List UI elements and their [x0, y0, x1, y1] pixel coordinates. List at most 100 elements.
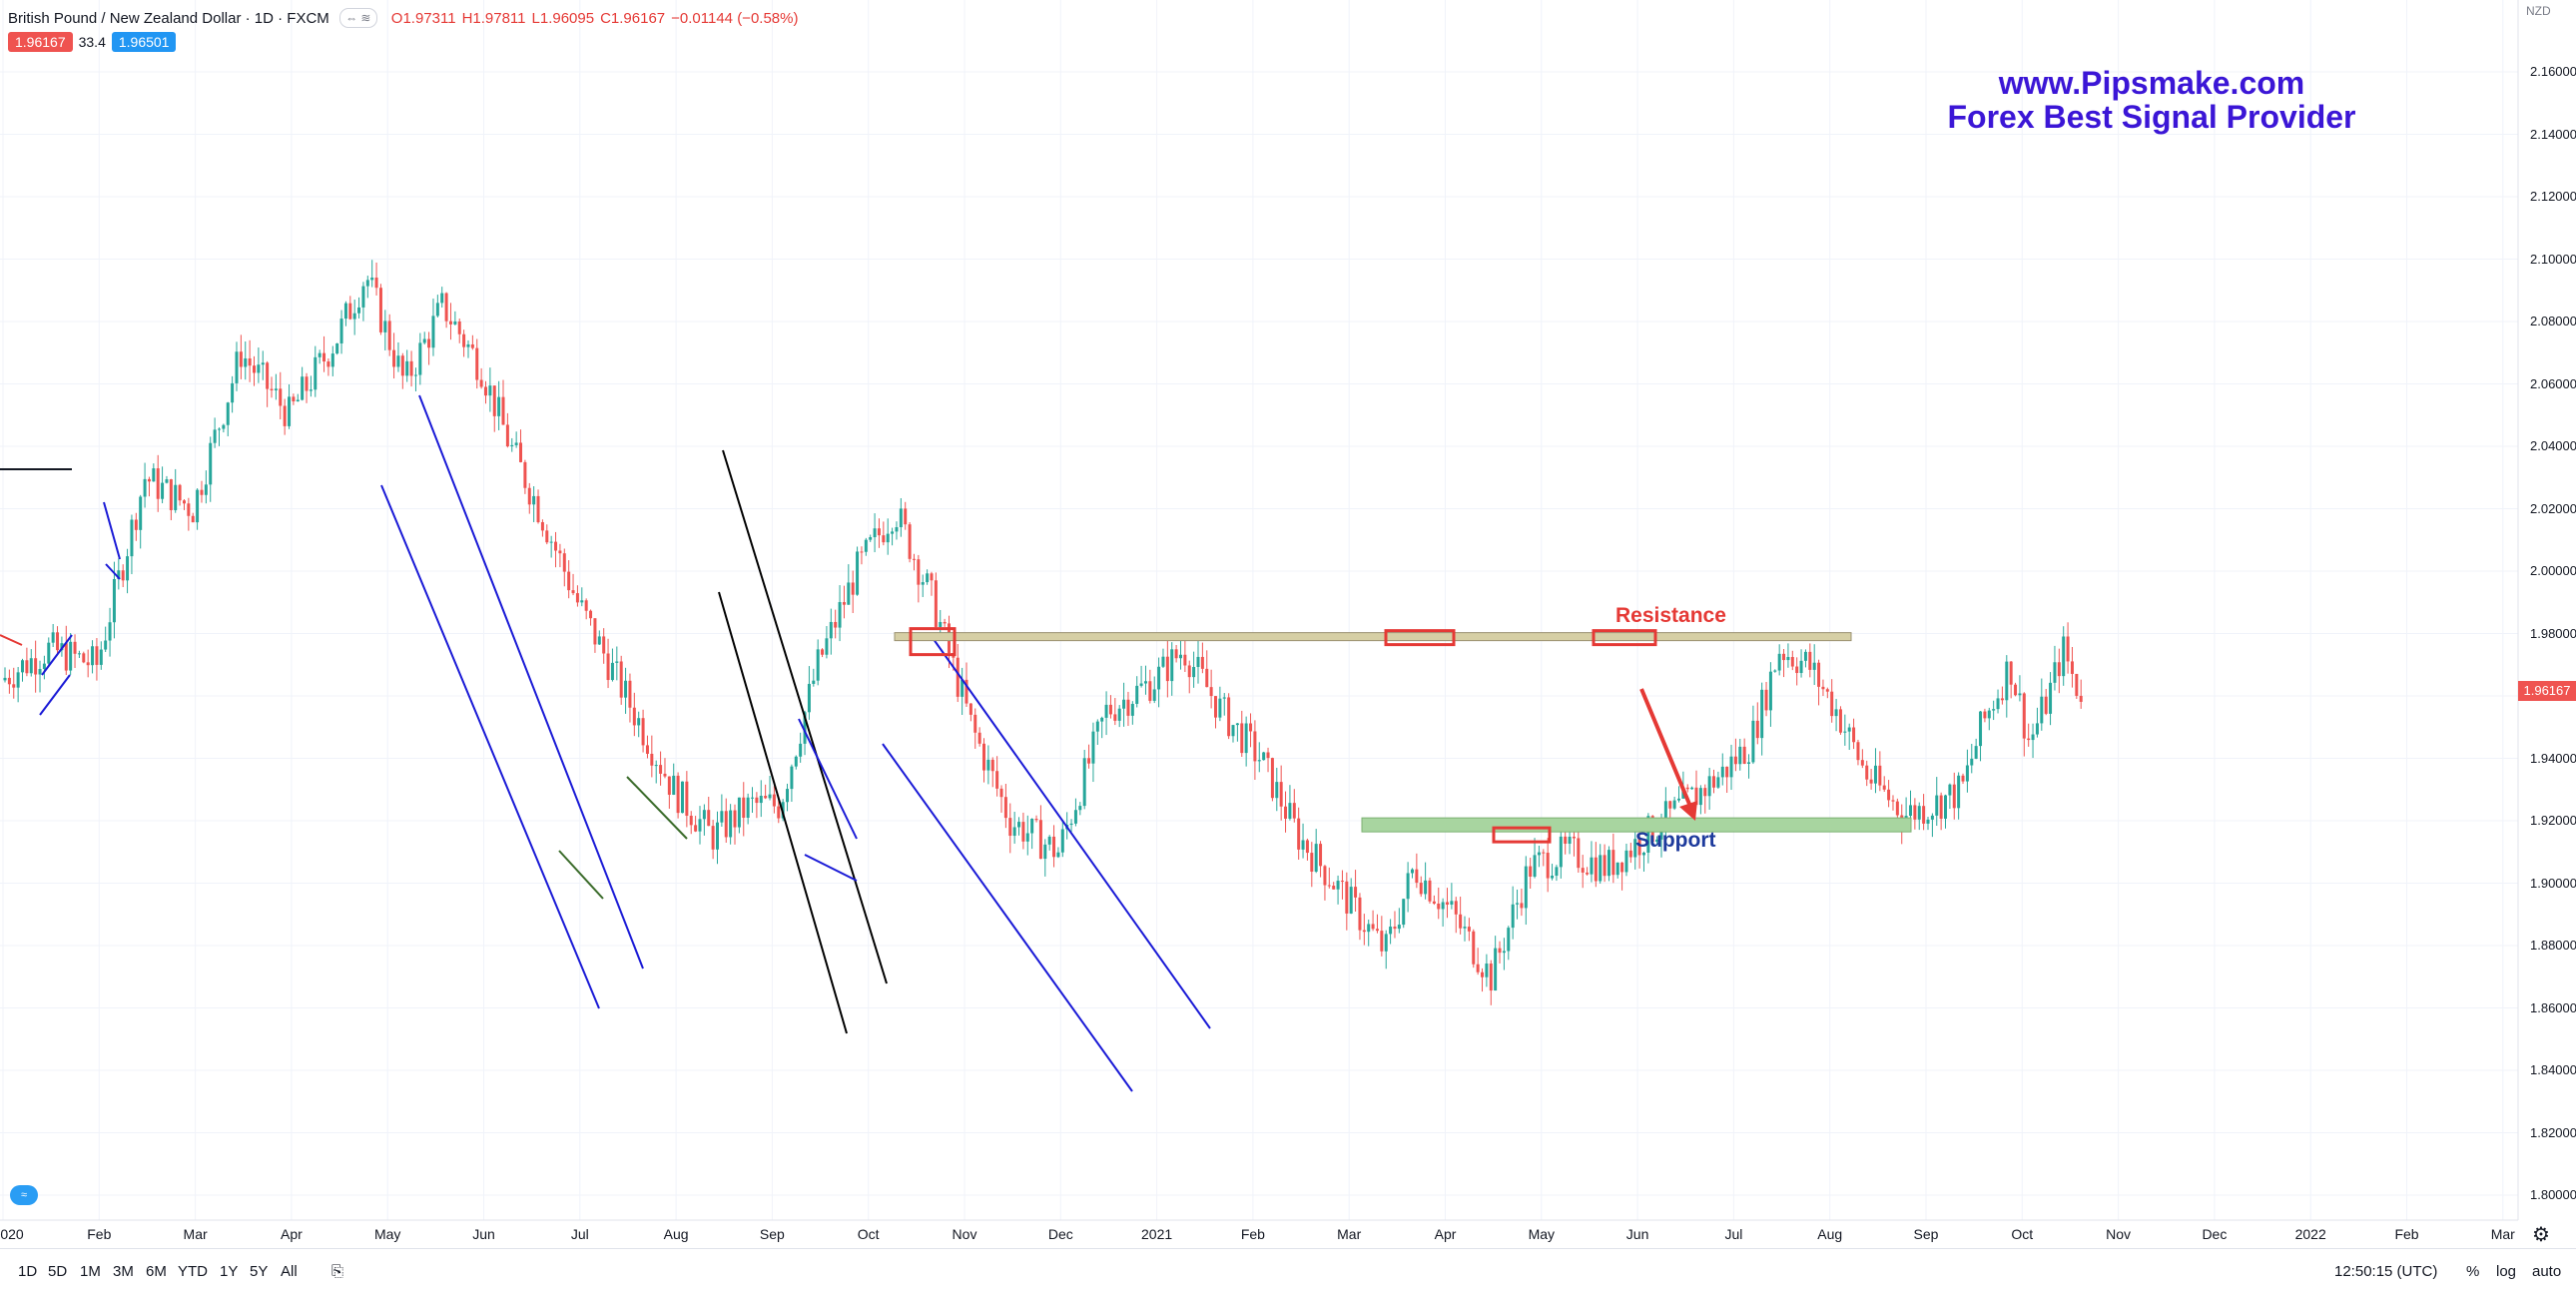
candle-body — [864, 539, 868, 552]
timeframe-1y[interactable]: 1Y — [220, 1263, 239, 1280]
candle-body — [768, 794, 772, 799]
settings-gear-icon[interactable]: ⚙ — [2532, 1224, 2550, 1246]
candle-body — [1174, 649, 1178, 659]
candle-body — [405, 360, 409, 376]
candle-body — [266, 362, 270, 389]
timeframe-ytd[interactable]: YTD — [178, 1263, 208, 1280]
candle-body — [571, 590, 575, 594]
candle-body — [409, 360, 413, 376]
trend-line[interactable] — [558, 850, 604, 900]
candle-body — [1025, 833, 1029, 842]
trend-line[interactable] — [626, 776, 688, 840]
candle-body — [1130, 703, 1134, 716]
timeframe-1d[interactable]: 1D — [18, 1263, 38, 1280]
candle-body — [152, 468, 156, 482]
highlight-box[interactable] — [909, 627, 957, 657]
candle-body — [1611, 850, 1615, 876]
candle-body — [56, 632, 60, 651]
candle-body — [1270, 758, 1274, 799]
trend-line[interactable] — [718, 591, 848, 1034]
clock[interactable]: 12:50:15 (UTC) — [2334, 1263, 2438, 1280]
highlight-box[interactable] — [1492, 826, 1552, 844]
candle-body — [370, 278, 374, 281]
auto-toggle[interactable]: auto — [2532, 1263, 2562, 1280]
trend-line[interactable] — [930, 634, 1211, 1029]
timeframe-3m[interactable]: 3M — [113, 1263, 134, 1280]
candle-body — [807, 683, 811, 713]
candle-body — [178, 484, 182, 501]
y-tick-label: 2.10000 — [2530, 251, 2576, 267]
candle-body — [1599, 855, 1603, 882]
candle-body — [1209, 687, 1213, 697]
trend-line[interactable] — [418, 394, 644, 970]
trend-line[interactable] — [41, 634, 73, 676]
sell-price-badge[interactable]: 1.96167 — [8, 32, 73, 52]
timeframe-all[interactable]: All — [281, 1263, 298, 1280]
trend-line[interactable] — [39, 674, 71, 716]
trend-line[interactable] — [380, 484, 600, 1009]
candle-body — [777, 806, 781, 819]
candle-body — [488, 385, 492, 396]
candle-body — [1297, 818, 1301, 850]
highlight-box[interactable] — [1384, 629, 1456, 647]
trend-line[interactable] — [103, 501, 121, 560]
candle-body — [1143, 681, 1147, 684]
candle-body — [1992, 709, 1996, 711]
timeframe-5y[interactable]: 5Y — [250, 1263, 269, 1280]
resistance-label: Resistance — [1615, 604, 1726, 627]
candle-body — [226, 402, 230, 425]
candle-body — [1034, 819, 1038, 821]
compare-icon[interactable]: ⇔ ≋ — [338, 8, 377, 28]
trend-line[interactable] — [722, 449, 888, 984]
trend-line[interactable] — [882, 743, 1133, 1092]
candle-body — [1214, 696, 1218, 718]
timeframe-5d[interactable]: 5D — [48, 1263, 68, 1280]
candle-body — [1869, 779, 1873, 784]
candle-body — [1187, 665, 1191, 678]
candle-body — [1437, 904, 1441, 910]
x-tick-label: Apr — [280, 1226, 303, 1242]
buy-price-badge[interactable]: 1.96501 — [111, 32, 177, 52]
candle-body — [400, 355, 404, 376]
candle-body — [1586, 872, 1590, 875]
trend-line[interactable] — [798, 718, 858, 840]
candle-body — [659, 765, 663, 774]
candle-body — [91, 646, 95, 666]
candle-body — [134, 519, 138, 530]
candle-body — [1441, 902, 1445, 910]
candle-body — [1113, 714, 1117, 721]
candle-body — [1676, 798, 1680, 801]
candle-body — [143, 478, 147, 497]
percent-toggle[interactable]: % — [2466, 1263, 2480, 1280]
trend-line[interactable] — [804, 854, 858, 882]
candle-body — [790, 766, 794, 790]
resistance-zone[interactable] — [894, 632, 1852, 642]
candle-body — [1021, 822, 1025, 842]
date-range-icon[interactable]: ⎘ — [331, 1263, 344, 1280]
x-tick-label: Oct — [857, 1226, 880, 1242]
candle-body — [1926, 819, 1930, 824]
candle-body — [418, 342, 422, 375]
highlight-box[interactable] — [1592, 629, 1657, 647]
trend-line[interactable] — [105, 563, 121, 580]
candle-body — [1808, 651, 1812, 670]
price-chart[interactable] — [0, 0, 2576, 1248]
symbol-title[interactable]: British Pound / New Zealand Dollar · 1D … — [8, 9, 329, 27]
timeframe-6m[interactable]: 6M — [146, 1263, 167, 1280]
candle-body — [1707, 776, 1711, 797]
candle-body — [1227, 697, 1231, 737]
candle-body — [2062, 636, 2066, 677]
candle-body — [973, 714, 977, 733]
down-arrow-shaft[interactable] — [1639, 688, 1693, 810]
candle-body — [803, 712, 807, 744]
candle-body — [1615, 862, 1619, 876]
candle-body — [2035, 723, 2039, 735]
timeframe-1m[interactable]: 1M — [80, 1263, 101, 1280]
log-toggle[interactable]: log — [2496, 1263, 2517, 1280]
candle-body — [1043, 844, 1047, 860]
trend-line[interactable] — [0, 634, 23, 646]
candle-body — [1507, 928, 1511, 952]
tradingview-logo-icon[interactable]: ≈ — [10, 1185, 38, 1205]
candle-body — [1590, 857, 1594, 875]
candle-body — [1628, 850, 1632, 858]
